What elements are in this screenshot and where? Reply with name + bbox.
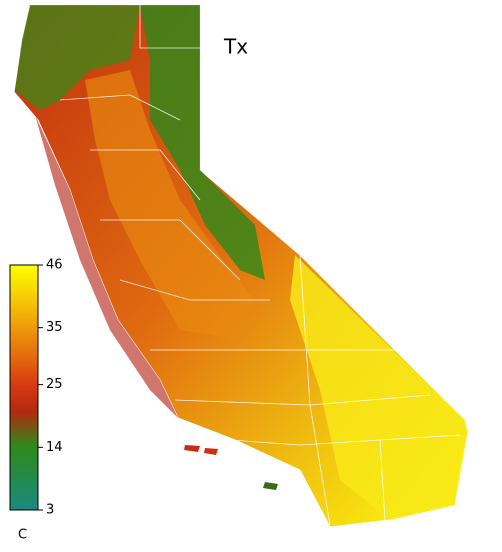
colorbar-unit: C — [18, 528, 27, 543]
colorbar-tick-label: 14 — [46, 440, 63, 455]
colorbar-tick-label: 46 — [46, 258, 63, 273]
map-title: Tx — [223, 35, 248, 59]
colorbar-ticks: 3 14 25 35 46 — [38, 258, 63, 518]
colorbar-tick-label: 35 — [46, 320, 63, 335]
colorbar-tick-label: 3 — [46, 503, 54, 518]
california — [13, 4, 469, 528]
colorbar — [9, 264, 39, 511]
colorbar-tick-label: 25 — [46, 377, 63, 392]
